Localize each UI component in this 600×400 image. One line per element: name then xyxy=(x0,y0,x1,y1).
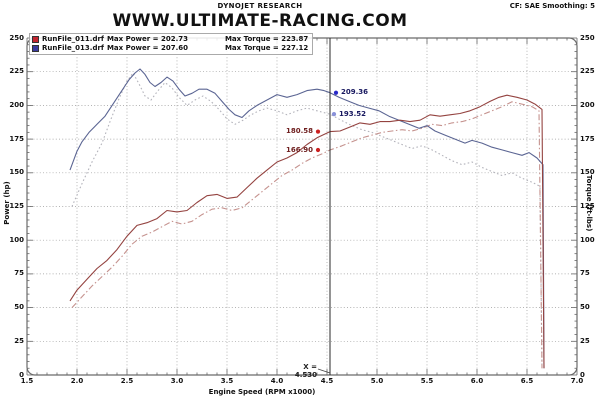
legend-box: RunFile_011.drf Max Power = 202.73 Max T… xyxy=(29,33,314,55)
rpm-axis-label: Engine Speed (RPM x1000) xyxy=(208,388,316,396)
y-tick-label-left: 100 xyxy=(9,235,24,244)
y-tick-label-right: 200 xyxy=(580,100,595,109)
y-tick-label-right: 0 xyxy=(580,370,585,379)
callout-label: 180.58 xyxy=(285,127,313,136)
x-tick-label: 3.5 xyxy=(220,377,234,385)
x-tick-label: 4.0 xyxy=(270,377,284,385)
y-tick-label-left: 25 xyxy=(14,336,24,345)
y-tick-label-left: 250 xyxy=(9,33,24,42)
legend-max-torque-label: Max Torque = 227.12 xyxy=(224,44,309,52)
y-tick-label-right: 75 xyxy=(580,269,590,278)
x-tick-label: 1.5 xyxy=(20,377,34,385)
site-title: WWW.ULTIMATE-RACING.COM xyxy=(112,11,408,31)
curve-power-runfile-013 xyxy=(69,94,545,369)
y-tick-label-left: 200 xyxy=(9,100,24,109)
x-tick-label: 2.5 xyxy=(120,377,134,385)
x-tick-label: 6.0 xyxy=(470,377,484,385)
callout-label: 193.52 xyxy=(339,109,367,118)
y-tick-label-right: 100 xyxy=(580,235,595,244)
cursor-x-readout: X = 4.530 xyxy=(294,363,317,379)
callout-dot xyxy=(331,112,337,117)
y-tick-label-left: 150 xyxy=(9,168,24,177)
curve-power-runfile-011 xyxy=(71,101,543,369)
correction-smoothing-readout: CF: SAE Smoothing: 5 xyxy=(509,2,595,10)
legend-file-label: RunFile_013.drf xyxy=(42,44,104,52)
x-tick-label: 6.5 xyxy=(520,377,534,385)
x-tick-label: 3.0 xyxy=(170,377,184,385)
legend-row: RunFile_011.drf Max Power = 202.73 Max T… xyxy=(32,35,308,44)
run-013-swatch-icon xyxy=(32,45,39,52)
y-tick-label-left: 175 xyxy=(9,134,24,143)
x-tick-label: 2.0 xyxy=(70,377,84,385)
y-tick-label-left: 0 xyxy=(19,370,24,379)
x-tick-label: 7.0 xyxy=(570,377,584,385)
y-tick-label-left: 75 xyxy=(14,269,24,278)
y-tick-label-left: 125 xyxy=(9,202,24,210)
legend-max-power-label: Max Power = 202.73 xyxy=(106,35,188,43)
y-tick-label-right: 225 xyxy=(580,67,595,76)
curve-torque-runfile-013 xyxy=(69,68,545,369)
y-tick-label-right: 150 xyxy=(580,168,595,177)
y-tick-label-left: 225 xyxy=(9,67,24,76)
brand-text: DYNOJET RESEARCH xyxy=(217,2,303,10)
x-tick-label: 5.0 xyxy=(370,377,384,385)
y-tick-label-right: 25 xyxy=(580,336,590,345)
y-tick-label-right: 50 xyxy=(580,303,590,312)
y-tick-label-right: 250 xyxy=(580,33,595,42)
callout-dot xyxy=(315,129,321,134)
legend-file-label: RunFile_011.drf xyxy=(42,35,104,43)
y-tick-label-left: 50 xyxy=(14,303,24,312)
legend-max-power-label: Max Power = 207.60 xyxy=(106,44,188,52)
y-tick-label-right: 175 xyxy=(580,134,595,143)
run-011-swatch-icon xyxy=(32,36,39,43)
x-tick-label: 5.5 xyxy=(420,377,434,385)
callout-dot xyxy=(333,90,339,95)
callout-label: 209.36 xyxy=(341,88,369,97)
header: DYNOJET RESEARCH WWW.ULTIMATE-RACING.COM xyxy=(0,0,520,31)
legend-row: RunFile_013.drf Max Power = 207.60 Max T… xyxy=(32,44,308,53)
x-tick-label: 4.5 xyxy=(320,377,334,385)
callout-dot xyxy=(315,147,321,153)
y-tick-label-right: 125 xyxy=(580,202,595,210)
cursor-label-leader xyxy=(317,368,331,374)
legend-max-torque-label: Max Torque = 223.87 xyxy=(224,35,309,43)
curve-torque-runfile-011 xyxy=(71,72,543,369)
callout-label: 166.90 xyxy=(285,145,313,154)
